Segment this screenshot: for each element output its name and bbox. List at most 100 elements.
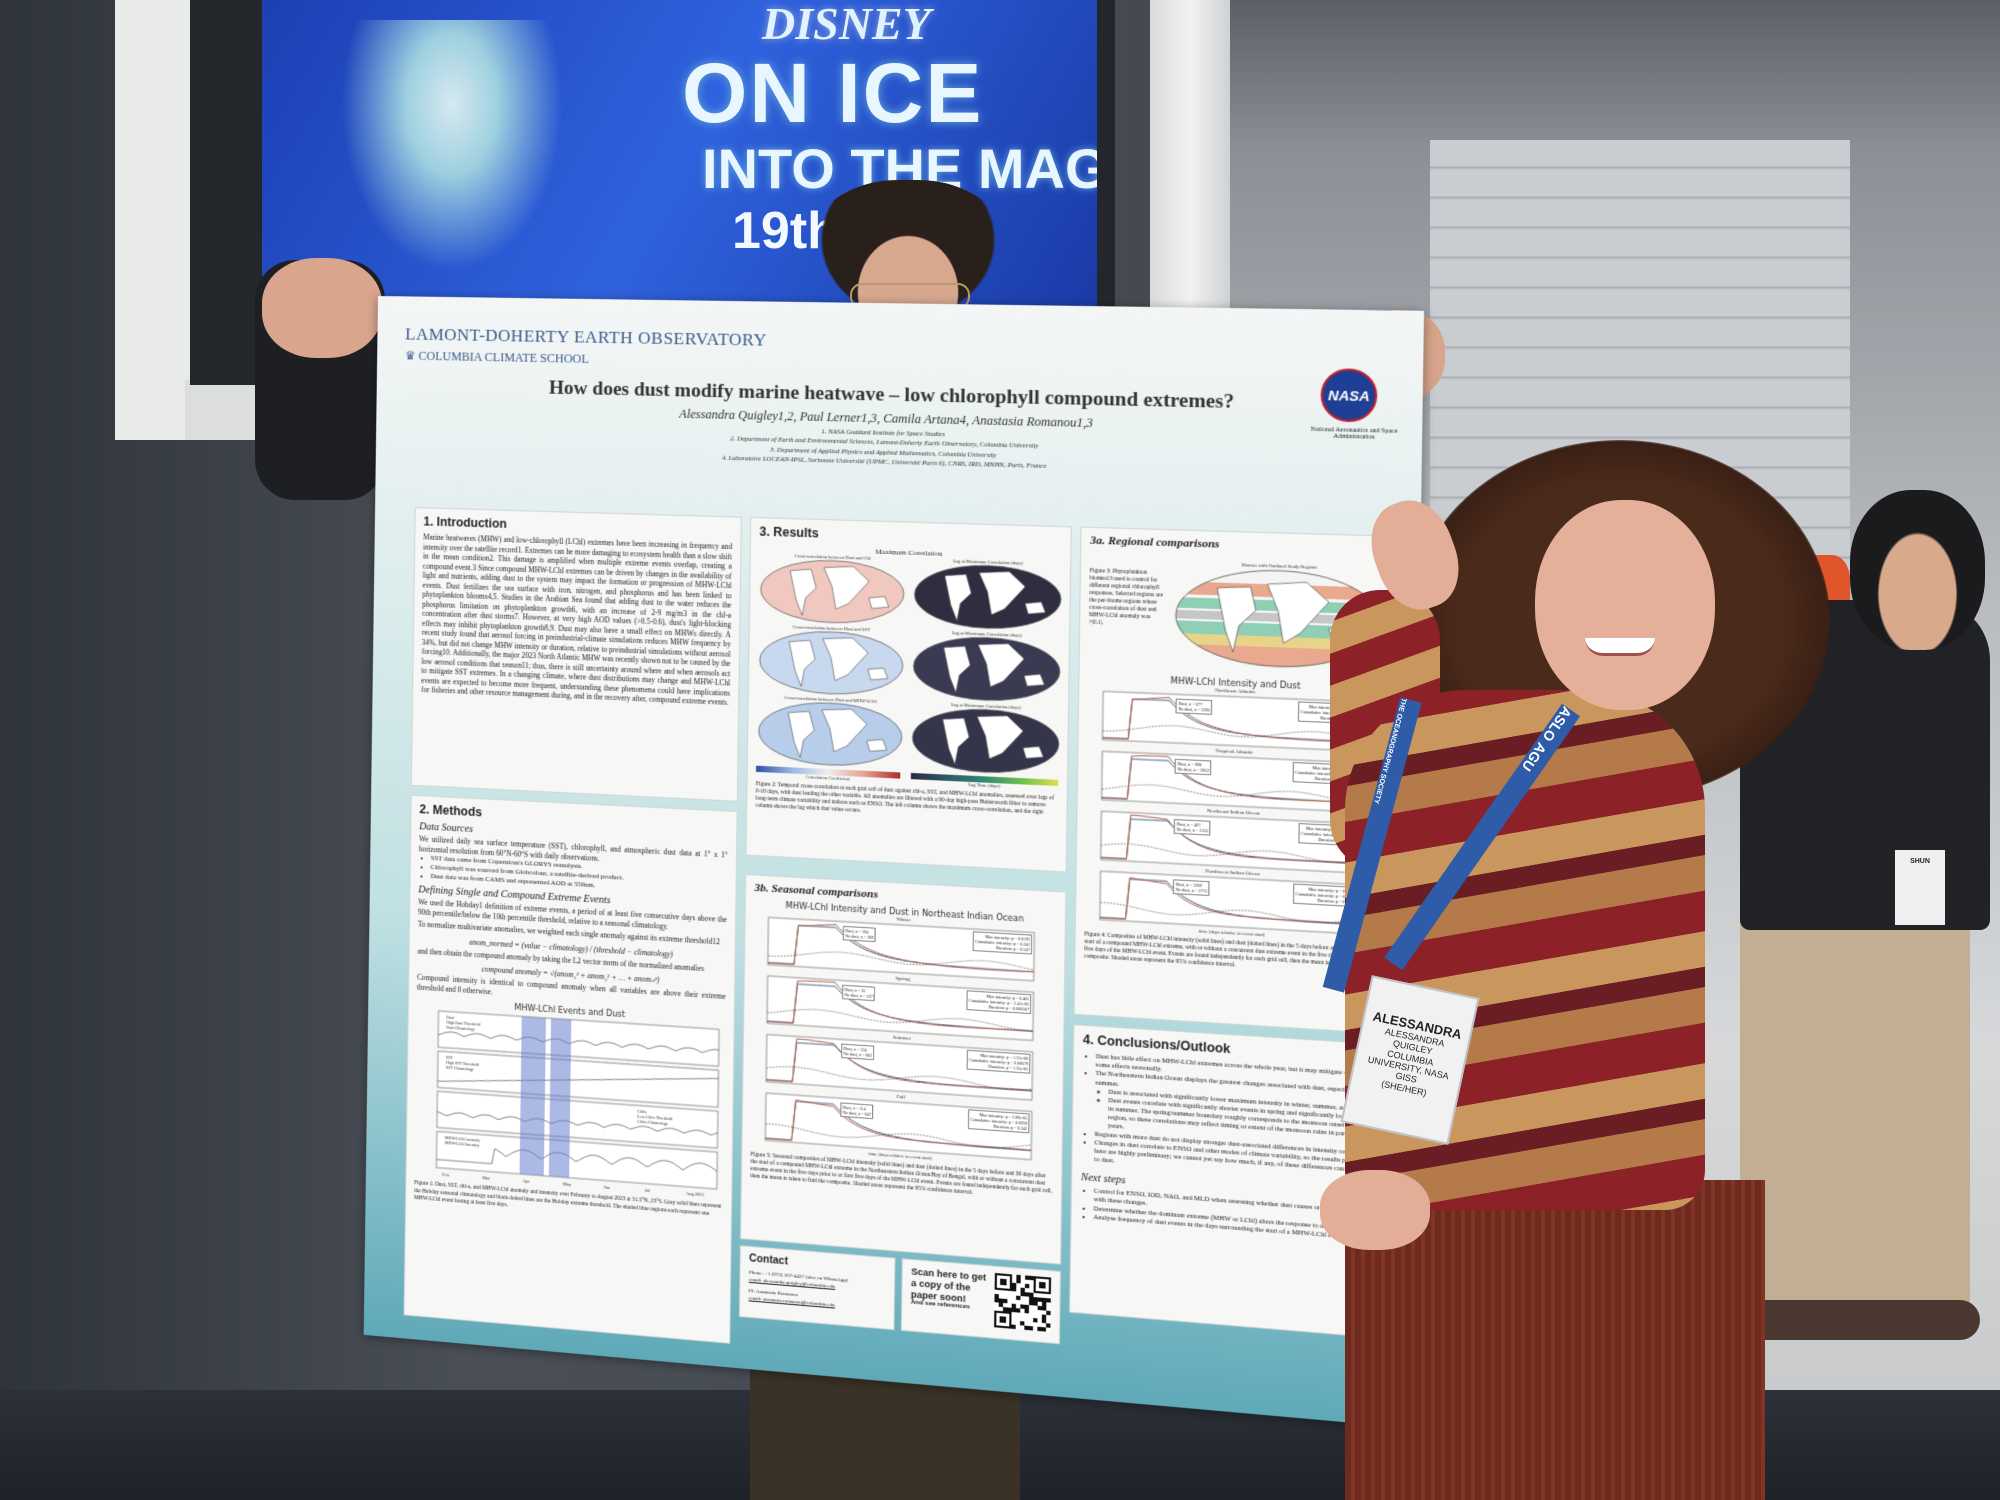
intensity-plot [753, 916, 1056, 986]
correlation-colorbar: Correlation Coefficient [755, 765, 901, 784]
world-map [757, 628, 905, 698]
introduction-text: Marine heatwaves (MHW) and low-chlorophy… [421, 533, 733, 707]
legend: Dust, n = 467 No dust, n = 2155 [1174, 819, 1211, 836]
qr-section: Scan here to get a copy of the paper soo… [900, 1258, 1061, 1345]
nasa-name: National Aeronautics and Space Administr… [1310, 426, 1398, 441]
composite-panel: Summer Dust, n = 124 No dust, n = 602 Max i… [752, 1025, 1055, 1104]
banner-line1: ON ICE [682, 46, 984, 140]
tick-label: Jun [604, 1185, 611, 1191]
seasonal-comparisons-section: 3b. Seasonal comparisons MHW-LChl Intens… [739, 873, 1067, 1265]
legend-entry: Low Chl-a Threshold [637, 1114, 672, 1122]
contact-details: Phone: +1 (973) 307-4437 (also on WhatsA… [748, 1270, 885, 1314]
legend-entry: No dust, n = 2155 [1176, 826, 1209, 834]
figure3: Figure 3: Phytoplankton biomes13 used to… [1088, 557, 1387, 674]
event-shading [548, 1018, 572, 1179]
legend-entry: No dust, n = 2852 [1177, 766, 1210, 774]
intensity-plot [1086, 750, 1385, 817]
legend-entry: No dust, n = 537 [844, 992, 873, 999]
legend-entry: SST [446, 1055, 454, 1061]
methods-section: 2. Methods Data Sources We utilized dail… [403, 794, 738, 1344]
legend-entry: MHW-LChl Intensity [445, 1141, 480, 1149]
tick-label: Feb [442, 1172, 450, 1178]
poster-header: How does dust modify marine heatwave – l… [485, 376, 1304, 478]
legend-entry: No dust, n = 602 [843, 1050, 872, 1058]
legend-entry: Chl-a Climatology [637, 1119, 668, 1126]
legend: Dust, n = 1269 No dust, n = 3772 [1173, 879, 1210, 897]
legend-entry: High Dust Threshold [446, 1020, 480, 1027]
legend: Dust, n = 114 No dust, n = 647 [840, 1102, 874, 1120]
tick-label: Apr [522, 1179, 530, 1185]
map-panel: Lag at Maximum Correlation (days) [911, 629, 1063, 705]
banner-brand: DISNEY [762, 0, 931, 49]
composite-panel: Winter Dust, n = 194 No dust, n = 369 Max i… [753, 908, 1056, 985]
legend-entry: High SST Threshold [446, 1060, 479, 1067]
contact-section: Contact Phone: +1 (973) 307-4437 (also o… [738, 1245, 896, 1331]
tick-label: Mar [482, 1176, 490, 1182]
qr-text: Scan here to get a copy of the paper soo… [910, 1266, 990, 1331]
world-map [756, 699, 904, 770]
research-poster: LAMONT-DOHERTY EARTH OBSERVATORY ♛ COLUM… [363, 296, 1425, 1428]
correlation-maps: Cross-correlation between Dust and Chl La… [756, 552, 1061, 777]
qr-code[interactable] [994, 1272, 1052, 1332]
p-value-box: Max intensity: p = 2.89e-05 Cumulative in… [968, 1109, 1030, 1134]
world-map [911, 634, 1063, 705]
ice-skater-image [322, 20, 582, 300]
map-panel: Cross-correlation between Dust and SST [757, 623, 905, 698]
school-name-text: COLUMBIA CLIMATE SCHOOL [418, 348, 589, 366]
figure5-panels: Winter Dust, n = 194 No dust, n = 369 Max i… [751, 908, 1056, 1164]
tick-label: May [563, 1182, 572, 1188]
map-panel: Lag at Maximum Correlation (days) [912, 557, 1064, 632]
legend: Dust, n = 124 No dust, n = 602 [841, 1043, 875, 1061]
map-panel: Cross-correlation between Dust and Chl [758, 552, 906, 626]
legend-entry: No dust, n = 369 [845, 933, 874, 941]
legend-entry: No dust, n = 647 [842, 1109, 872, 1117]
p-value-box: Max intensity: p = 0.0195 Cumulative inte… [972, 931, 1033, 955]
tick-label: Jul [644, 1188, 650, 1194]
biome-map: Biomes with Outlined Study Regions [1171, 560, 1387, 674]
legend-entry: SST Climatology [446, 1065, 474, 1072]
conclusions-list: Dust has little effect on MHW-LChl extre… [1081, 1052, 1380, 1185]
world-map [758, 557, 906, 626]
p-value-box: Max intensity: p = 0.405 Cumulative inten… [966, 990, 1032, 1015]
biome-map-graphic [1171, 565, 1386, 674]
legend-entry: No dust, n = 2392 [1178, 706, 1211, 713]
regional-comparisons-section: 3a. Regional comparisons Figure 3: Phyto… [1073, 526, 1398, 1035]
map-panel: Cross-correlation between Dust and MHW-L… [756, 694, 904, 770]
legend: Dust, n = 35 No dust, n = 537 [842, 984, 875, 1002]
legend-entry: No dust, n = 3772 [1175, 886, 1208, 894]
legend-entry: Dust Climatology [446, 1025, 475, 1032]
map-panel: Lag at Maximum Correlation (days) [910, 700, 1062, 777]
man-trousers [1740, 910, 1970, 1330]
composite-panel: Spring Dust, n = 35 No dust, n = 537 Max in… [752, 967, 1055, 1045]
name-badge-shun: SHUN [1895, 850, 1945, 925]
presenter-left-hand [262, 258, 382, 358]
composite-panel: Northeast Atlantic Dust, n = 677 No dust, … [1087, 682, 1385, 755]
legend-entry: MHW-LChl Anomaly [445, 1136, 480, 1144]
results-section: 3. Results Maximum Correlation Cross-cor… [745, 516, 1072, 873]
crown-icon: ♛ [404, 348, 419, 363]
school-name: ♛ COLUMBIA CLIMATE SCHOOL [405, 348, 589, 365]
legend-entry: Chl-a [637, 1109, 646, 1115]
legend: Dust, n = 194 No dust, n = 369 [842, 925, 876, 943]
intensity-plot [1087, 690, 1386, 756]
legend: Dust, n = 677 No dust, n = 2392 [1175, 698, 1213, 715]
world-map [910, 705, 1062, 776]
smile [1585, 638, 1655, 656]
legend-entry: Dust [446, 1015, 454, 1021]
event-shading [519, 1016, 546, 1177]
wall-frame [115, 0, 195, 440]
intensity-plot [751, 1091, 1054, 1164]
introduction-section: 1. Introduction Marine heatwaves (MHW) a… [410, 507, 742, 802]
institution-name: LAMONT-DOHERTY EARTH OBSERVATORY [405, 324, 767, 350]
legend: Dust, n = 998 No dust, n = 2852 [1175, 758, 1212, 776]
man-shoes [1730, 1300, 1980, 1340]
man-head [1850, 490, 1985, 650]
p-value-box: Max intensity: p = 1.31e-06 Cumulative in… [966, 1049, 1031, 1074]
world-map [912, 562, 1064, 632]
composite-panel: Tropical Atlantic Dust, n = 998 No dust, n… [1086, 742, 1384, 816]
woman-right-hand [1320, 1170, 1430, 1250]
tick-label: Aug 2023 [686, 1191, 705, 1198]
woman-face [1535, 500, 1715, 710]
figure3-caption: Figure 3: Phytoplankton biomes13 used to… [1088, 567, 1163, 627]
